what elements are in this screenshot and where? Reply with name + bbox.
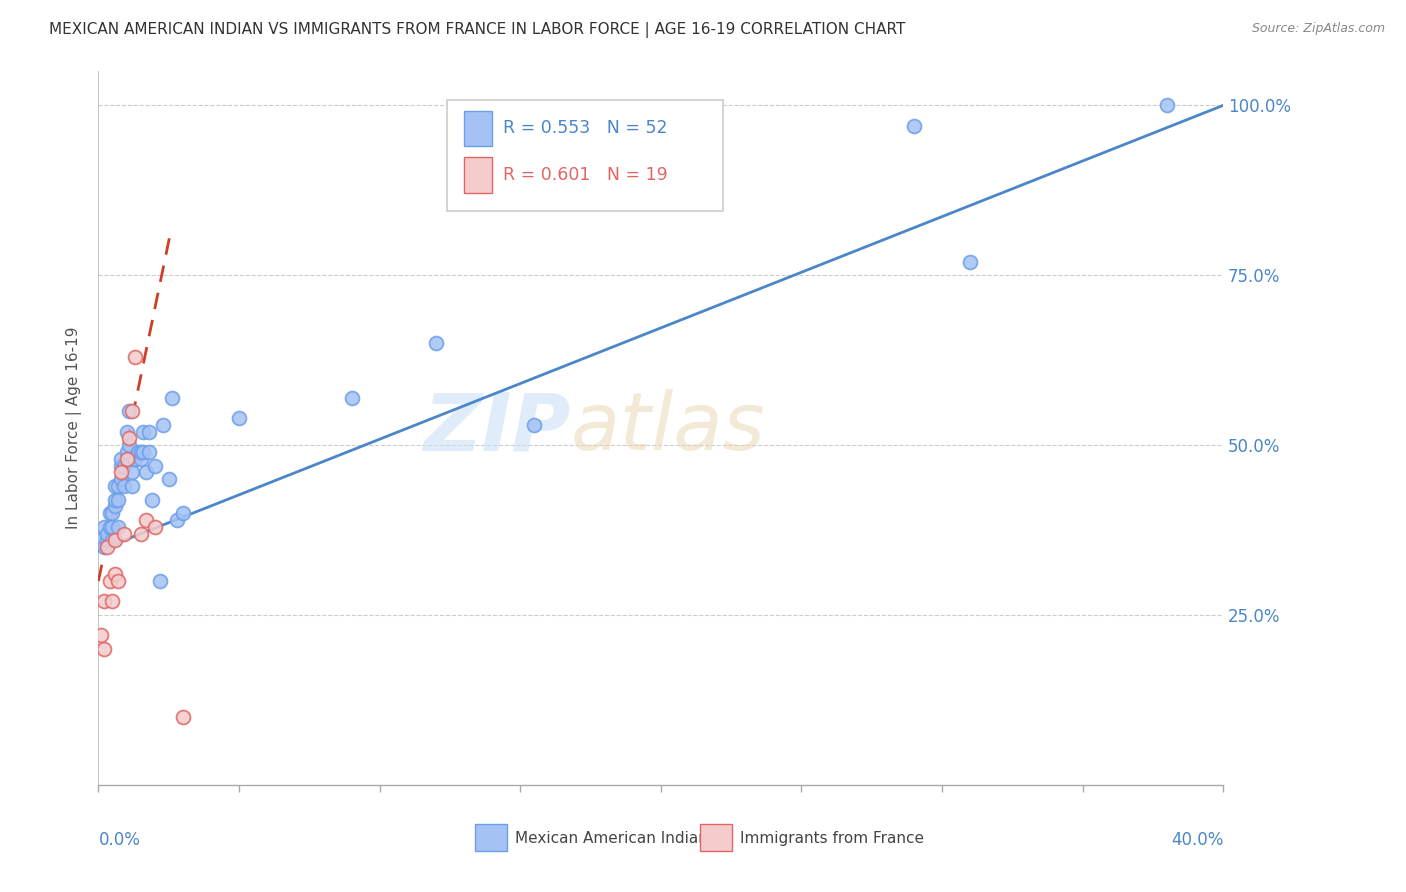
Point <box>104 479 127 493</box>
Text: MEXICAN AMERICAN INDIAN VS IMMIGRANTS FROM FRANCE IN LABOR FORCE | AGE 16-19 COR: MEXICAN AMERICAN INDIAN VS IMMIGRANTS FR… <box>49 22 905 38</box>
Point <box>135 466 157 480</box>
Point <box>138 445 160 459</box>
Point <box>903 119 925 133</box>
Point <box>172 710 194 724</box>
Point <box>115 451 138 466</box>
Point <box>160 391 183 405</box>
Point <box>96 540 118 554</box>
Point <box>98 506 121 520</box>
Text: Mexican American Indians: Mexican American Indians <box>515 831 716 846</box>
Point <box>124 350 146 364</box>
Point <box>118 404 141 418</box>
Point <box>1156 98 1178 112</box>
Point <box>107 492 129 507</box>
Point <box>127 445 149 459</box>
Point <box>101 533 124 548</box>
Point <box>143 458 166 473</box>
Point <box>93 540 115 554</box>
FancyBboxPatch shape <box>447 100 723 211</box>
Text: ZIP: ZIP <box>423 389 571 467</box>
Point <box>118 431 141 445</box>
Point <box>132 445 155 459</box>
FancyBboxPatch shape <box>464 111 492 146</box>
Point <box>112 526 135 541</box>
Point <box>115 425 138 439</box>
Point <box>152 417 174 432</box>
Text: 40.0%: 40.0% <box>1171 831 1223 849</box>
Text: R = 0.553   N = 52: R = 0.553 N = 52 <box>503 120 668 137</box>
Point <box>110 472 132 486</box>
Point <box>98 519 121 533</box>
Point <box>166 513 188 527</box>
Point <box>110 451 132 466</box>
Point <box>93 519 115 533</box>
Point <box>143 519 166 533</box>
Point <box>112 458 135 473</box>
Point <box>101 594 124 608</box>
Point <box>121 479 143 493</box>
Point <box>101 519 124 533</box>
Text: Source: ZipAtlas.com: Source: ZipAtlas.com <box>1251 22 1385 36</box>
Point <box>104 500 127 514</box>
Point <box>129 451 152 466</box>
Point <box>132 425 155 439</box>
Point <box>124 451 146 466</box>
Point <box>90 628 112 642</box>
Point <box>110 458 132 473</box>
Point <box>107 479 129 493</box>
Point <box>141 492 163 507</box>
Point <box>112 479 135 493</box>
Text: 0.0%: 0.0% <box>98 831 141 849</box>
Point <box>107 574 129 588</box>
Y-axis label: In Labor Force | Age 16-19: In Labor Force | Age 16-19 <box>66 326 83 530</box>
Point <box>523 417 546 432</box>
Point <box>118 438 141 452</box>
FancyBboxPatch shape <box>700 824 731 851</box>
Point <box>90 533 112 548</box>
Point <box>121 466 143 480</box>
Point <box>96 533 118 548</box>
Point <box>340 391 363 405</box>
Point <box>98 574 121 588</box>
Point <box>129 445 152 459</box>
Point <box>138 425 160 439</box>
Point <box>157 472 180 486</box>
Point <box>425 336 447 351</box>
Text: atlas: atlas <box>571 389 766 467</box>
FancyBboxPatch shape <box>464 157 492 193</box>
Point <box>135 513 157 527</box>
Point <box>228 411 250 425</box>
Point <box>104 533 127 548</box>
Point <box>129 526 152 541</box>
Point <box>104 567 127 582</box>
Point <box>172 506 194 520</box>
Point <box>101 506 124 520</box>
Point <box>107 519 129 533</box>
Point <box>121 404 143 418</box>
Point <box>93 594 115 608</box>
Point <box>110 466 132 480</box>
Point <box>115 445 138 459</box>
Point <box>93 642 115 657</box>
Point <box>149 574 172 588</box>
Text: Immigrants from France: Immigrants from France <box>740 831 924 846</box>
Point <box>104 492 127 507</box>
Text: R = 0.601   N = 19: R = 0.601 N = 19 <box>503 166 668 184</box>
Point <box>96 526 118 541</box>
Point <box>959 254 981 268</box>
FancyBboxPatch shape <box>475 824 506 851</box>
Point <box>124 451 146 466</box>
